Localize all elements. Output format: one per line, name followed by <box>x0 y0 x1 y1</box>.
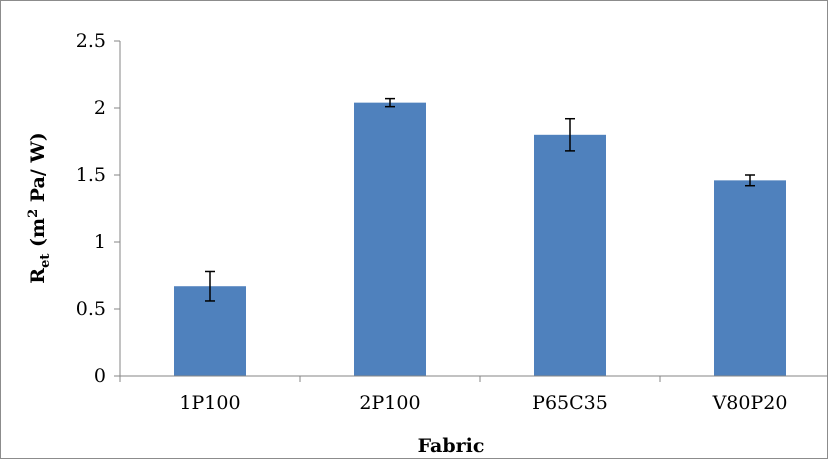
x-tick-label: 2P100 <box>359 392 420 414</box>
bar <box>354 102 426 376</box>
y-tick-label: 2 <box>94 97 106 119</box>
x-tick-label: 1P100 <box>179 392 240 414</box>
y-axis-title-unit-open: (m <box>27 218 49 254</box>
x-axis-title: Fabric <box>418 435 485 457</box>
y-axis-title-main: R <box>27 268 49 284</box>
bar <box>714 180 786 376</box>
error-bar <box>385 97 395 108</box>
y-tick-label: 0 <box>94 365 106 387</box>
y-tick-label: 2.5 <box>76 30 106 52</box>
error-bar <box>745 174 755 187</box>
y-axis-title: Ret (m2 Pa/ W) <box>26 132 53 283</box>
y-axis-title-unit-rest: Pa/ W) <box>27 132 49 209</box>
error-bar <box>565 117 575 152</box>
x-tick-label: P65C35 <box>532 392 608 414</box>
x-tick-label: V80P20 <box>712 392 788 414</box>
y-axis-title-subscript: et <box>38 254 53 268</box>
error-bar <box>205 270 215 302</box>
y-axis-title-superscript: 2 <box>26 209 41 218</box>
y-tick-label: 1 <box>94 231 106 253</box>
bar <box>534 134 606 376</box>
y-tick-label: 0.5 <box>76 298 106 320</box>
y-tick-label: 1.5 <box>76 164 106 186</box>
